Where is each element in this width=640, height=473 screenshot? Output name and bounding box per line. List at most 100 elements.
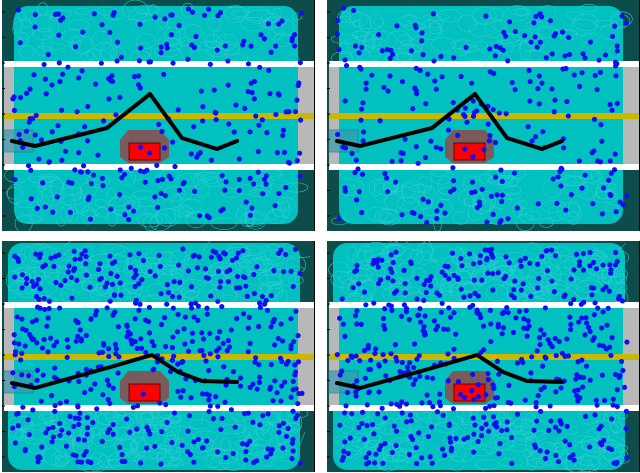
sample-point: [175, 311, 181, 318]
tree-edge: [258, 274, 283, 287]
tree-edge: [437, 444, 439, 451]
sample-point: [458, 286, 464, 292]
sample-point: [524, 333, 530, 339]
sample-point: [198, 88, 204, 94]
sample-point: [146, 330, 153, 336]
sample-point: [57, 432, 63, 439]
sample-point: [392, 179, 399, 185]
sample-point: [23, 281, 29, 287]
tree-edge: [20, 411, 31, 413]
sample-point: [486, 138, 492, 144]
sample-point: [551, 109, 557, 115]
sample-point: [106, 96, 112, 102]
sample-point: [614, 459, 620, 465]
tree-edge: [431, 37, 456, 52]
tree-edge: [180, 295, 194, 302]
sample-point: [212, 249, 219, 255]
tree-edge: [357, 245, 373, 266]
sample-point: [500, 310, 506, 317]
tree-edge: [489, 7, 504, 22]
sample-point: [345, 450, 351, 457]
sample-point: [421, 297, 427, 303]
sample-point: [46, 159, 52, 165]
sample-point: [561, 293, 567, 300]
sample-point: [118, 292, 124, 298]
sample-point: [239, 441, 246, 447]
sample-point: [276, 250, 282, 256]
sample-point: [65, 344, 71, 350]
sample-point: [46, 305, 52, 312]
sample-point: [419, 38, 425, 44]
sample-point: [605, 445, 612, 451]
sample-point: [280, 127, 287, 133]
sample-point: [249, 205, 255, 211]
tree-edge: [400, 181, 426, 198]
sample-point: [470, 261, 477, 267]
sample-point: [200, 336, 207, 342]
tree-edge: [207, 16, 221, 32]
sample-point: [389, 269, 395, 275]
sample-point: [74, 277, 80, 283]
obstacle: [453, 142, 486, 161]
sample-point: [446, 422, 452, 429]
tree-edge: [330, 34, 358, 45]
sample-point: [164, 301, 170, 307]
tree-edge: [379, 422, 393, 435]
sample-point: [215, 449, 221, 455]
tree-edge: [159, 456, 181, 466]
lane-marking-bottom: [4, 405, 315, 411]
sample-point: [478, 433, 485, 439]
sample-point: [55, 123, 61, 129]
sample-point: [587, 39, 594, 45]
sample-point: [290, 408, 296, 414]
sample-point: [35, 276, 42, 282]
sample-point: [87, 216, 94, 222]
tree-edge: [607, 269, 622, 278]
sample-point: [136, 73, 142, 79]
sample-point: [71, 423, 77, 429]
sample-point: [568, 300, 574, 307]
sample-point: [243, 448, 249, 455]
tree-edge: [484, 17, 503, 39]
sample-point: [11, 94, 17, 100]
sample-point: [417, 373, 423, 379]
sample-point: [470, 415, 476, 421]
sample-point: [49, 82, 55, 88]
sample-point: [522, 397, 528, 403]
sample-point: [505, 58, 511, 64]
sample-point: [408, 418, 414, 424]
sample-point: [20, 404, 26, 410]
sample-point: [158, 190, 164, 197]
sample-point: [564, 98, 570, 105]
sample-point: [57, 17, 64, 23]
sample-point: [484, 255, 490, 262]
sample-point: [175, 388, 181, 394]
sample-point: [537, 448, 543, 454]
sample-point: [62, 148, 69, 154]
sample-point: [283, 184, 289, 191]
sample-point: [276, 190, 282, 197]
tree-edge: [277, 197, 296, 212]
sample-point: [132, 267, 138, 273]
tree-edge: [536, 26, 559, 38]
sample-point: [488, 251, 495, 257]
tree-edge: [114, 204, 131, 216]
sample-point: [137, 45, 144, 51]
sample-point: [157, 400, 163, 406]
planned-path: [10, 353, 239, 390]
sample-point: [49, 129, 55, 135]
sample-point: [438, 309, 444, 315]
sample-point: [549, 278, 555, 284]
sample-point: [165, 289, 172, 296]
sample-point: [419, 455, 425, 461]
sample-point: [32, 132, 38, 138]
sample-point: [54, 339, 60, 345]
sample-point: [585, 324, 592, 330]
sample-point: [568, 276, 574, 282]
tree-edge: [69, 35, 81, 51]
tree-edge: [352, 19, 362, 29]
tree-edge: [97, 455, 111, 468]
sample-point: [247, 340, 253, 346]
sample-point: [206, 367, 212, 374]
sample-point: [283, 361, 289, 367]
